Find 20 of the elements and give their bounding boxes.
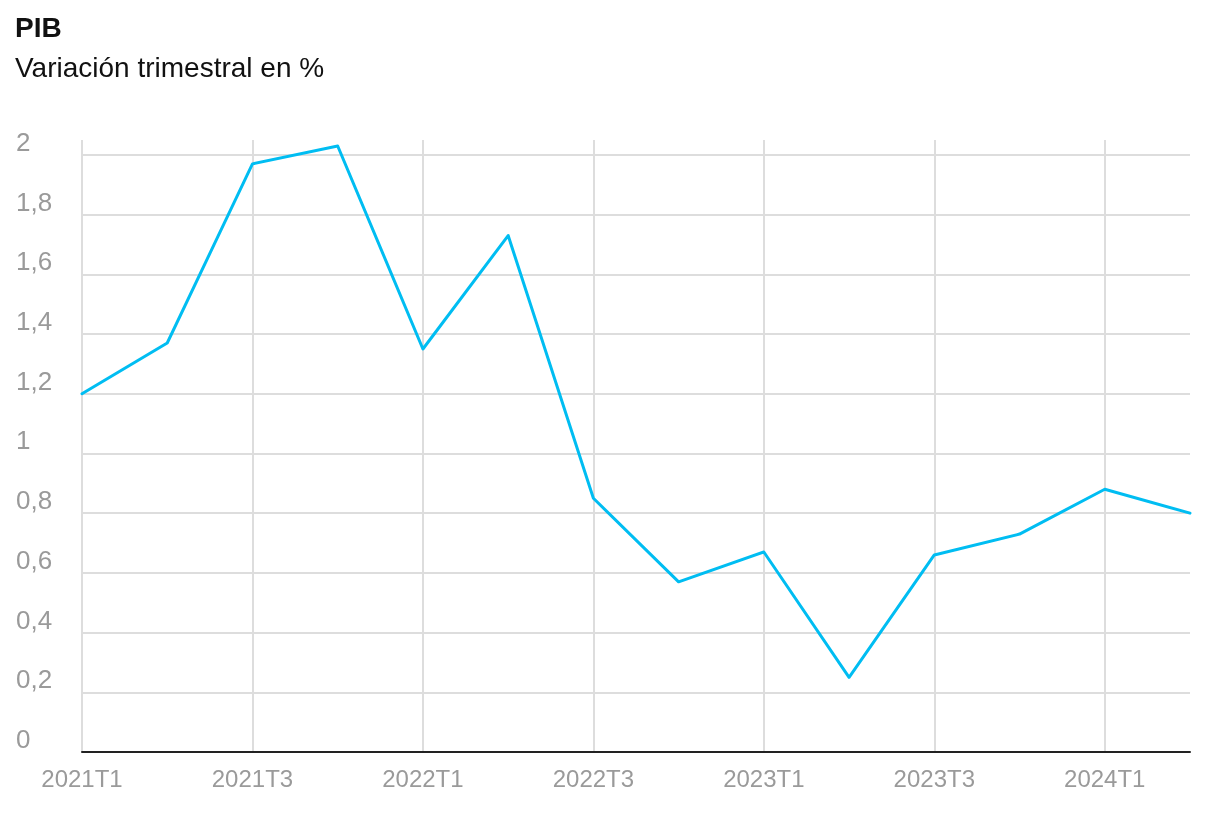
y-tick-label: 0,8 bbox=[16, 485, 53, 516]
chart-subtitle: Variación trimestral en % bbox=[15, 51, 325, 83]
y-tick-label: 2 bbox=[16, 126, 31, 157]
y-tick-label: 1 bbox=[16, 425, 31, 456]
chart-title: PIB bbox=[15, 11, 62, 43]
x-tick-label: 2023T3 bbox=[893, 764, 976, 792]
x-tick-label: 2021T3 bbox=[211, 764, 294, 792]
x-tick-label: 2024T1 bbox=[1064, 764, 1146, 792]
y-tick-label: 0 bbox=[16, 724, 31, 754]
y-tick-label: 1,6 bbox=[16, 246, 53, 277]
x-tick-label: 2022T3 bbox=[552, 764, 635, 792]
y-tick-label: 0,6 bbox=[16, 544, 53, 575]
y-tick-label: 1,2 bbox=[16, 365, 53, 396]
x-tick-label: 2021T1 bbox=[41, 764, 123, 792]
x-tick-label: 2022T1 bbox=[382, 764, 464, 792]
x-tick-label: 2023T1 bbox=[723, 764, 805, 792]
y-tick-label: 0,4 bbox=[16, 604, 53, 635]
y-tick-label: 0,2 bbox=[16, 664, 53, 695]
y-tick-label: 1,4 bbox=[16, 306, 53, 337]
y-tick-label: 1,8 bbox=[16, 186, 53, 217]
